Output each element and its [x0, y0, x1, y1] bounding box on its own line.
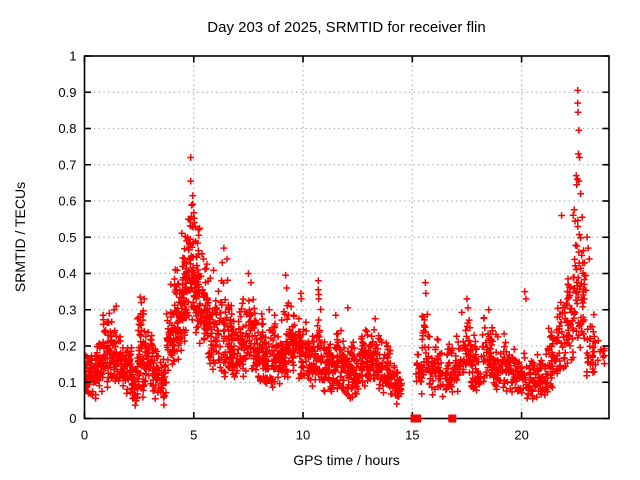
chart-title: Day 203 of 2025, SRMTID for receiver fli… — [207, 19, 486, 36]
x-tick-label: 0 — [81, 428, 88, 443]
x-tick-label: 15 — [405, 428, 419, 443]
y-tick-label: 0.5 — [58, 230, 76, 245]
y-tick-label: 0.1 — [58, 375, 76, 390]
x-tick-label: 5 — [190, 428, 197, 443]
x-tick-labels: 0 5 10 15 20 — [81, 428, 529, 443]
y-tick-labels: 0 0.1 0.2 0.3 0.4 0.5 0.6 0.7 0.8 0.9 1 — [58, 49, 76, 427]
y-tick-label: 0.7 — [58, 157, 76, 172]
y-tick-label: 0 — [69, 411, 76, 426]
x-axis-label: GPS time / hours — [293, 452, 400, 468]
gap-marker-squares — [410, 414, 457, 423]
y-tick-label: 0.8 — [58, 121, 76, 136]
x-tick-label: 20 — [514, 428, 528, 443]
y-tick-label: 0.6 — [58, 194, 76, 209]
x-tick-label: 10 — [296, 428, 310, 443]
y-tick-label: 0.3 — [58, 302, 76, 317]
y-tick-label: 0.4 — [58, 266, 76, 281]
y-tick-label: 0.2 — [58, 339, 76, 354]
scatter-points — [84, 87, 608, 409]
y-tick-label: 1 — [69, 49, 76, 64]
y-tick-label: 0.9 — [58, 85, 76, 100]
